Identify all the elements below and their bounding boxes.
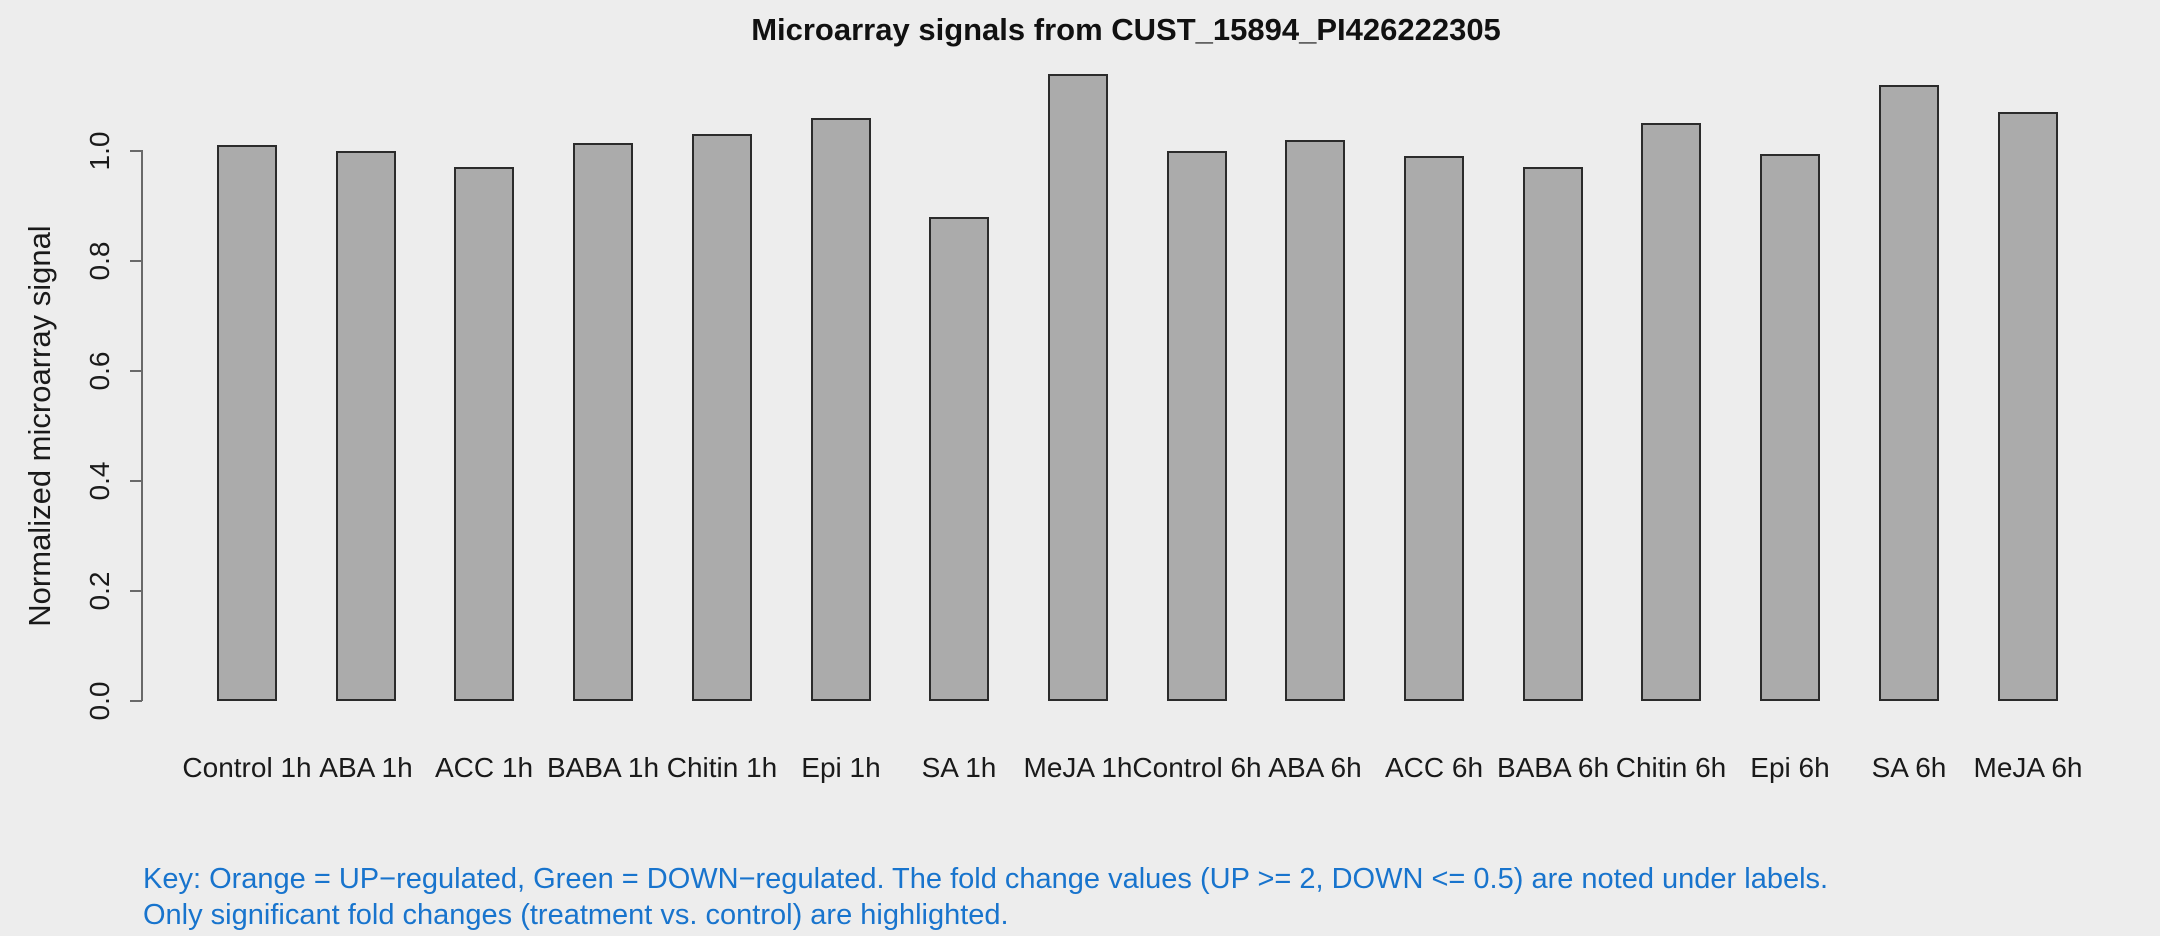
x-category-label: SA 1h <box>921 752 997 783</box>
x-category-label: Control 1h <box>182 752 312 783</box>
y-axis-line <box>141 150 143 701</box>
y-tick-mark <box>130 700 142 702</box>
y-tick-label: 0.4 <box>84 461 115 501</box>
bar <box>929 217 989 701</box>
y-axis-title: Normalized microarray signal <box>22 225 57 627</box>
bar <box>336 151 396 701</box>
bar <box>811 118 871 701</box>
bar <box>217 145 277 701</box>
x-category-label: Chitin 6h <box>1615 752 1727 783</box>
bar <box>1998 112 2058 701</box>
chart-title: Microarray signals from CUST_15894_PI426… <box>751 12 1501 47</box>
y-tick-label: 0.8 <box>84 241 115 281</box>
y-tick-mark <box>130 150 142 152</box>
bar <box>1641 123 1701 701</box>
y-tick-mark <box>130 370 142 372</box>
x-category-label: ACC 6h <box>1384 752 1484 783</box>
bar <box>692 134 752 701</box>
bar <box>573 143 633 701</box>
y-tick-mark <box>130 260 142 262</box>
bar <box>1760 154 1820 701</box>
y-tick-label: 0.2 <box>84 571 115 611</box>
x-category-label: ABA 1h <box>319 752 413 783</box>
x-category-label: MeJA 6h <box>1973 752 2083 783</box>
x-category-label: MeJA 1h <box>1023 752 1133 783</box>
x-category-label: BABA 6h <box>1496 752 1610 783</box>
y-tick-label: 1.0 <box>84 131 115 171</box>
y-tick-mark <box>130 590 142 592</box>
x-category-label: BABA 1h <box>546 752 660 783</box>
bar <box>454 167 514 701</box>
footnote-line-2: Only significant fold changes (treatment… <box>143 899 1009 931</box>
y-tick-label: 0.6 <box>84 351 115 391</box>
x-category-label: Control 6h <box>1132 752 1262 783</box>
x-category-label: ABA 6h <box>1268 752 1362 783</box>
x-category-label: Epi 6h <box>1750 752 1830 783</box>
x-category-label: ACC 1h <box>434 752 534 783</box>
bar <box>1404 156 1464 701</box>
bar <box>1048 74 1108 701</box>
bar <box>1523 167 1583 701</box>
y-tick-label: 0.0 <box>84 681 115 721</box>
x-category-label: SA 6h <box>1871 752 1947 783</box>
y-tick-mark <box>130 480 142 482</box>
bar <box>1879 85 1939 701</box>
bar <box>1285 140 1345 701</box>
x-category-label: Epi 1h <box>801 752 881 783</box>
bar <box>1167 151 1227 701</box>
footnote-line-1: Key: Orange = UP−regulated, Green = DOWN… <box>143 863 1829 895</box>
x-category-label: Chitin 1h <box>666 752 778 783</box>
